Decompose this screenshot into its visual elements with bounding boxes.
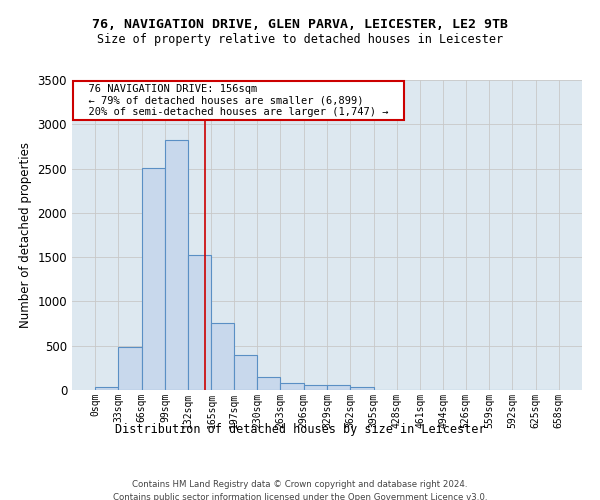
Bar	[142, 168, 165, 390]
Text: Size of property relative to detached houses in Leicester: Size of property relative to detached ho…	[97, 32, 503, 46]
Bar	[234, 356, 257, 390]
Text: Contains public sector information licensed under the Open Government Licence v3: Contains public sector information licen…	[113, 492, 487, 500]
Bar	[327, 385, 350, 390]
Bar	[118, 348, 142, 390]
Text: Distribution of detached houses by size in Leicester: Distribution of detached houses by size …	[115, 422, 485, 436]
Bar	[188, 256, 211, 390]
Bar	[257, 376, 280, 390]
Text: Contains HM Land Registry data © Crown copyright and database right 2024.: Contains HM Land Registry data © Crown c…	[132, 480, 468, 489]
Bar	[350, 388, 374, 390]
Bar	[304, 385, 327, 390]
Text: 76, NAVIGATION DRIVE, GLEN PARVA, LEICESTER, LE2 9TB: 76, NAVIGATION DRIVE, GLEN PARVA, LEICES…	[92, 18, 508, 30]
Bar	[211, 322, 234, 390]
Text: 76 NAVIGATION DRIVE: 156sqm
  ← 79% of detached houses are smaller (6,899)
  20%: 76 NAVIGATION DRIVE: 156sqm ← 79% of det…	[76, 84, 401, 117]
Bar	[95, 388, 118, 390]
Bar	[280, 384, 304, 390]
Y-axis label: Number of detached properties: Number of detached properties	[19, 142, 32, 328]
Bar	[165, 140, 188, 390]
